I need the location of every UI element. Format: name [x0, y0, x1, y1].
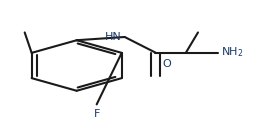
- Text: F: F: [94, 109, 100, 119]
- Text: NH$_2$: NH$_2$: [221, 46, 243, 59]
- Text: HN: HN: [105, 32, 122, 42]
- Text: O: O: [162, 59, 171, 69]
